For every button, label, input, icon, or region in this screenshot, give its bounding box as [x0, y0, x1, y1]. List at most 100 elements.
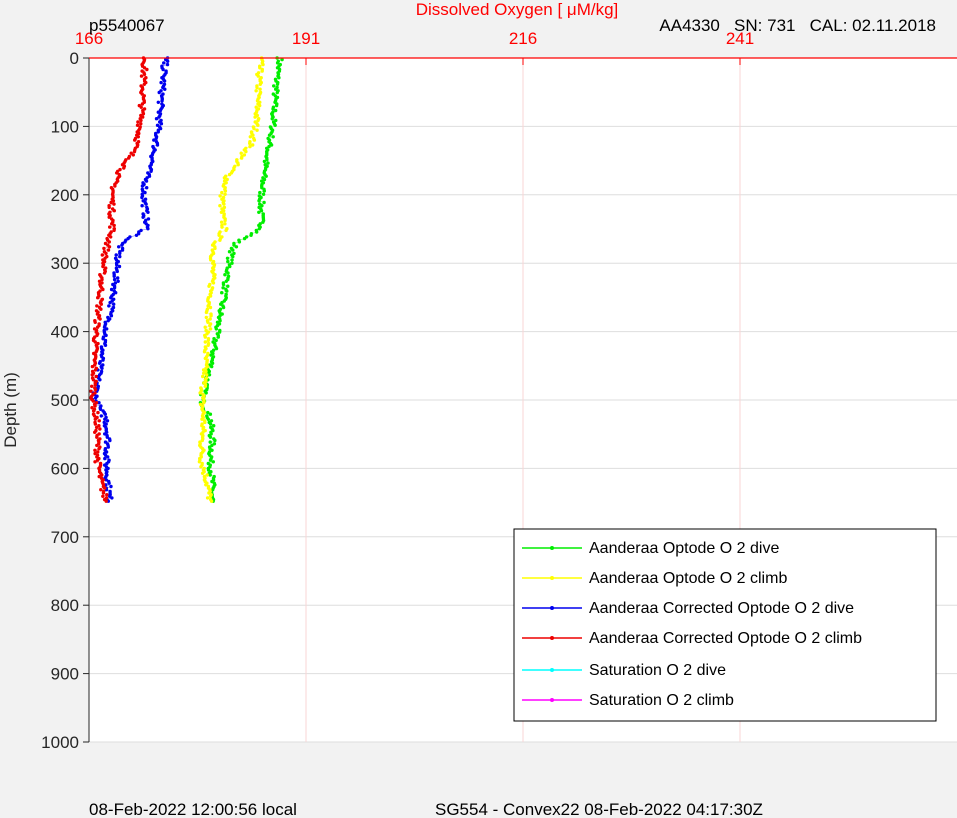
data-point	[208, 473, 212, 477]
data-point	[100, 277, 104, 282]
data-point	[266, 161, 270, 165]
data-point	[103, 486, 107, 490]
data-point	[256, 74, 260, 78]
data-point	[270, 117, 274, 121]
data-point	[107, 245, 112, 249]
data-point	[146, 210, 150, 214]
data-point	[140, 195, 144, 200]
data-point	[248, 141, 252, 146]
data-point	[103, 417, 107, 421]
data-point	[99, 307, 103, 311]
data-point	[98, 317, 102, 321]
data-point	[208, 458, 213, 462]
data-point	[112, 277, 117, 282]
data-point	[115, 171, 119, 175]
data-point	[131, 153, 135, 157]
data-point	[272, 84, 276, 88]
data-point	[203, 384, 208, 388]
data-point	[139, 118, 143, 123]
data-point	[95, 443, 99, 448]
data-point	[257, 199, 261, 203]
data-point	[203, 325, 207, 329]
data-point	[159, 80, 163, 85]
data-point	[256, 123, 260, 128]
data-point	[248, 135, 252, 139]
data-point	[262, 200, 266, 205]
data-point	[211, 460, 215, 464]
data-point	[277, 76, 281, 80]
data-point	[136, 120, 140, 124]
y-tick-label: 1000	[41, 733, 79, 752]
data-point	[261, 192, 266, 196]
data-point	[95, 435, 99, 439]
data-point	[200, 471, 205, 475]
data-point	[207, 284, 211, 288]
data-point	[255, 128, 259, 132]
data-point	[269, 143, 274, 147]
data-point	[143, 197, 148, 201]
data-point	[107, 215, 111, 219]
data-point	[239, 151, 243, 155]
footer-center: SG554 - Convex22 08-Feb-2022 04:17:30Z	[435, 800, 763, 818]
data-point	[261, 220, 265, 224]
data-point	[228, 264, 232, 269]
data-point	[104, 333, 108, 338]
data-point	[267, 133, 272, 137]
data-point	[105, 493, 109, 497]
header-right: AA4330 SN: 731 CAL: 02.11.2018	[659, 16, 936, 35]
data-point	[208, 323, 212, 328]
data-point	[160, 99, 164, 103]
data-point	[147, 174, 152, 178]
legend-marker	[550, 698, 554, 702]
data-point	[157, 90, 161, 95]
data-point	[206, 304, 210, 308]
data-point	[103, 412, 108, 416]
data-point	[104, 478, 109, 482]
data-point	[100, 253, 105, 257]
data-point	[116, 276, 120, 280]
data-point	[101, 287, 105, 292]
legend-marker	[550, 606, 554, 610]
data-point	[213, 246, 217, 251]
data-point	[97, 361, 102, 365]
data-point	[205, 496, 210, 500]
data-point	[230, 261, 234, 265]
data-point	[94, 425, 99, 430]
data-point	[142, 72, 147, 77]
data-point	[136, 135, 140, 139]
data-point	[242, 153, 247, 157]
data-point	[220, 225, 224, 229]
y-tick-label: 500	[51, 391, 79, 410]
data-point	[237, 240, 242, 244]
data-point	[103, 432, 107, 436]
data-point	[115, 263, 119, 267]
data-point	[218, 204, 222, 208]
data-point	[140, 184, 145, 188]
data-point	[107, 240, 112, 244]
data-point	[93, 448, 97, 452]
data-point	[208, 422, 213, 426]
data-point	[226, 271, 230, 275]
data-point	[162, 79, 167, 83]
legend-marker	[550, 668, 554, 672]
data-point	[98, 407, 103, 411]
data-point	[227, 250, 232, 254]
data-point	[101, 337, 105, 341]
data-point	[206, 320, 210, 324]
data-point	[208, 305, 213, 310]
data-point	[222, 205, 227, 210]
data-point	[142, 66, 147, 70]
data-point	[101, 494, 105, 498]
data-point	[213, 438, 217, 443]
data-point	[93, 387, 98, 392]
y-tick-label: 800	[51, 596, 79, 615]
data-point	[275, 61, 280, 65]
data-point	[99, 302, 104, 306]
data-point	[114, 291, 118, 295]
data-point	[120, 243, 124, 247]
data-point	[211, 281, 216, 285]
data-point	[112, 202, 116, 206]
data-point	[141, 112, 146, 116]
data-point	[109, 235, 113, 239]
data-point	[244, 149, 248, 154]
